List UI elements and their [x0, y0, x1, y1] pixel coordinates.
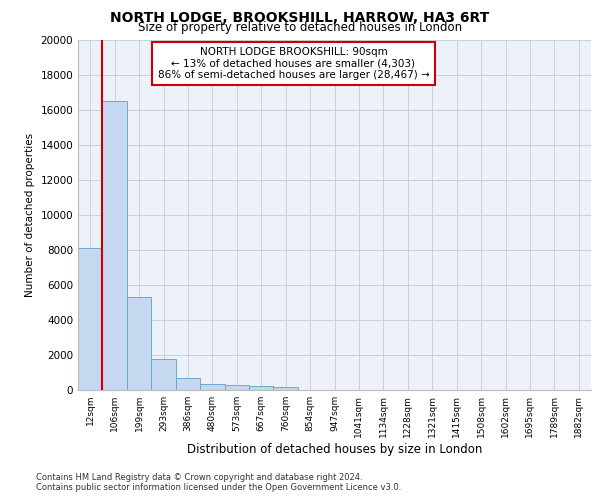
- Bar: [176, 378, 200, 390]
- Bar: [151, 358, 176, 390]
- Bar: [103, 102, 127, 390]
- Text: Contains HM Land Registry data © Crown copyright and database right 2024.: Contains HM Land Registry data © Crown c…: [36, 472, 362, 482]
- Y-axis label: Number of detached properties: Number of detached properties: [25, 133, 35, 297]
- Bar: [127, 297, 151, 390]
- X-axis label: Distribution of detached houses by size in London: Distribution of detached houses by size …: [187, 442, 482, 456]
- Bar: [78, 248, 103, 390]
- Bar: [249, 386, 274, 390]
- Text: NORTH LODGE, BROOKSHILL, HARROW, HA3 6RT: NORTH LODGE, BROOKSHILL, HARROW, HA3 6RT: [110, 11, 490, 25]
- Bar: [224, 386, 249, 390]
- Text: Size of property relative to detached houses in London: Size of property relative to detached ho…: [138, 21, 462, 34]
- Bar: [200, 384, 224, 390]
- Text: NORTH LODGE BROOKSHILL: 90sqm
← 13% of detached houses are smaller (4,303)
86% o: NORTH LODGE BROOKSHILL: 90sqm ← 13% of d…: [158, 47, 430, 80]
- Bar: [274, 387, 298, 390]
- Text: Contains public sector information licensed under the Open Government Licence v3: Contains public sector information licen…: [36, 482, 401, 492]
